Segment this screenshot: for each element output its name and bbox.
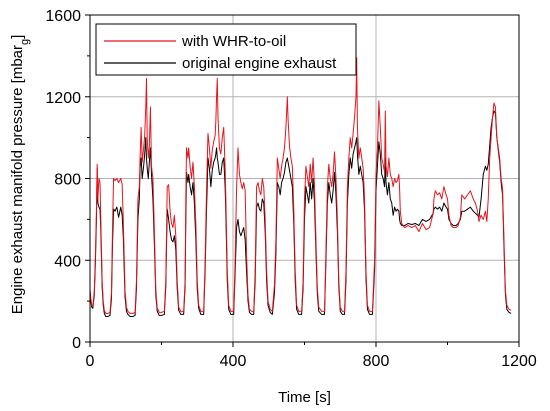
legend-box: [95, 23, 357, 76]
x-tick-label: 0: [86, 353, 95, 370]
x-tick-label: 1200: [501, 353, 537, 370]
y-axis-title-subscript: g: [19, 39, 31, 45]
y-axis-title-close: ]: [9, 35, 26, 39]
x-tick-label: 400: [220, 353, 247, 370]
series-group: [89, 57, 512, 317]
series-line-with-whr: [89, 57, 512, 314]
y-tick-label: 1200: [45, 90, 81, 107]
y-tick-label: 0: [72, 335, 81, 352]
y-tick-label: 1600: [45, 8, 81, 25]
tick-labels: 0 400 800 1200 0 400 800 1200 1600: [45, 8, 536, 370]
series-line-original: [89, 110, 512, 317]
x-tick-label: 800: [363, 353, 390, 370]
legend: with WHR-to-oil original engine exhaust: [95, 23, 357, 76]
x-axis-title: Time [s]: [278, 389, 331, 406]
y-tick-label: 400: [54, 253, 81, 270]
y-axis-title: Engine exhaust manifold pressure [mbarg]: [9, 35, 31, 315]
legend-label-with-whr: with WHR-to-oil: [181, 33, 286, 50]
y-tick-label: 800: [54, 172, 81, 189]
legend-label-original: original engine exhaust: [182, 55, 337, 72]
y-axis-title-main: Engine exhaust manifold pressure [mbar: [9, 45, 26, 314]
ticks: [85, 14, 520, 347]
